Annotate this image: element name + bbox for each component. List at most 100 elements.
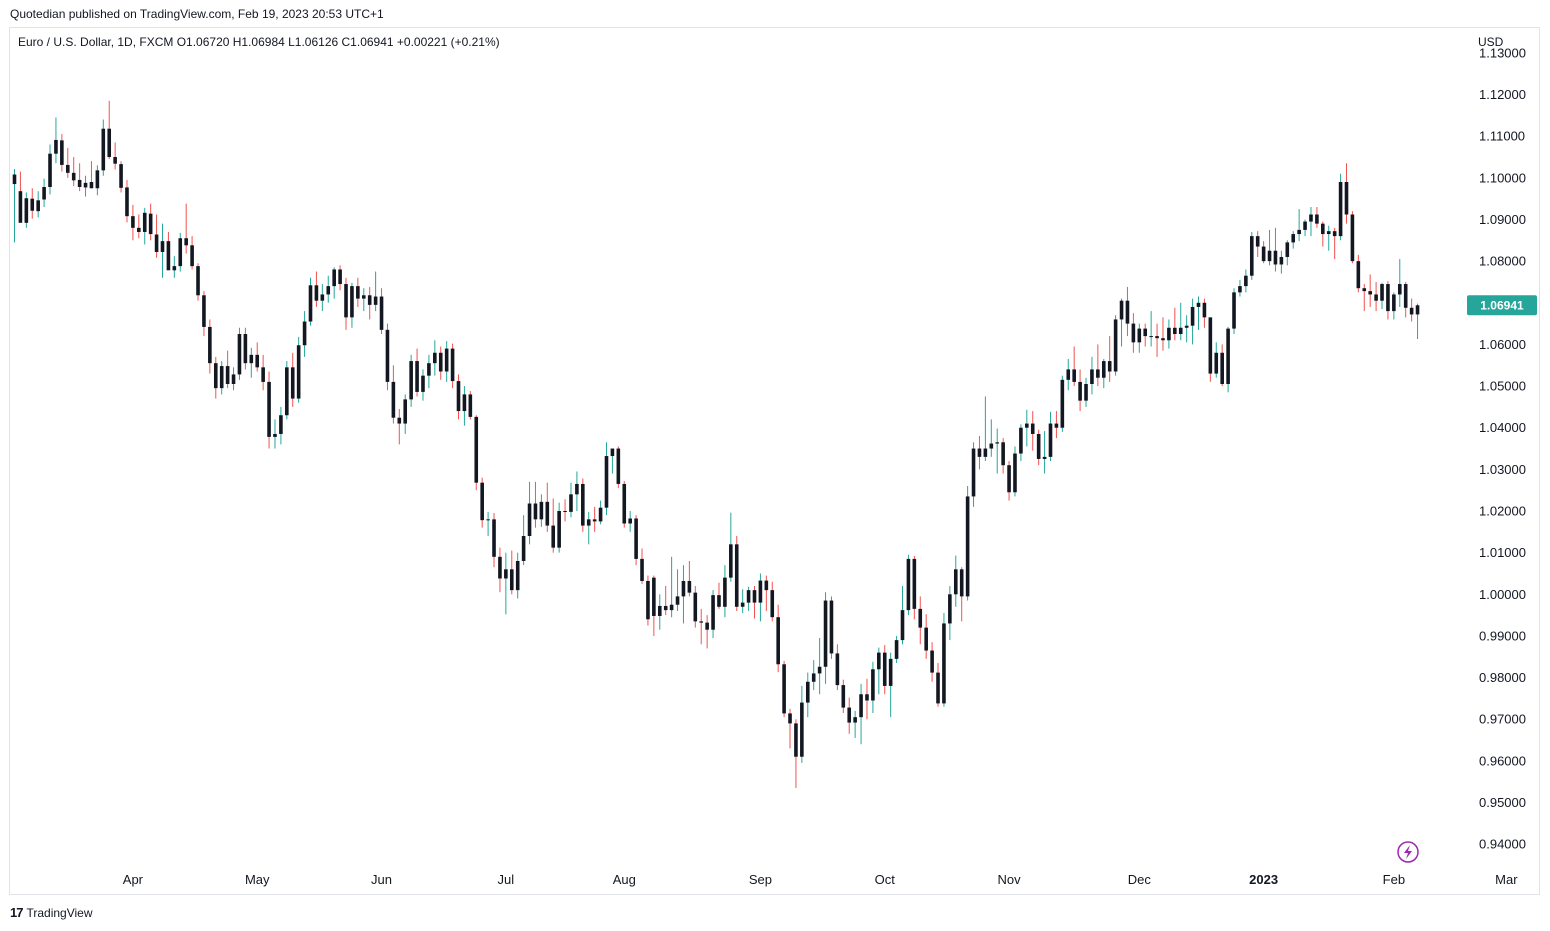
candle[interactable] (1291, 231, 1296, 249)
candle[interactable] (1072, 346, 1076, 387)
candle[interactable] (515, 552, 520, 599)
candle[interactable] (871, 661, 875, 713)
candle[interactable] (942, 613, 946, 707)
candle[interactable] (912, 555, 917, 620)
candle[interactable] (1125, 286, 1130, 337)
candle[interactable] (1137, 323, 1142, 353)
candle[interactable] (841, 679, 846, 713)
candle[interactable] (770, 581, 775, 622)
candle[interactable] (1415, 303, 1420, 340)
candle[interactable] (456, 374, 461, 420)
candle[interactable] (302, 311, 307, 357)
candle[interactable] (219, 361, 224, 395)
candle[interactable] (788, 708, 792, 749)
candle[interactable] (1054, 411, 1059, 439)
candle[interactable] (184, 203, 188, 254)
candle[interactable] (213, 356, 218, 399)
candle[interactable] (468, 391, 473, 420)
candle[interactable] (717, 582, 721, 609)
candle[interactable] (379, 288, 384, 335)
candle[interactable] (154, 214, 159, 258)
candle[interactable] (1374, 281, 1378, 312)
candle[interactable] (616, 446, 621, 489)
candle[interactable] (823, 592, 828, 684)
candle[interactable] (877, 647, 881, 695)
candle[interactable] (853, 710, 857, 738)
candle[interactable] (1344, 163, 1349, 224)
candle[interactable] (42, 178, 46, 207)
candle[interactable] (652, 575, 656, 636)
candle[interactable] (521, 515, 526, 566)
candle[interactable] (1261, 241, 1266, 264)
candle[interactable] (640, 548, 644, 584)
candle[interactable] (734, 535, 739, 611)
candle[interactable] (1255, 231, 1260, 257)
candle[interactable] (1184, 315, 1189, 343)
candle[interactable] (83, 175, 88, 197)
candle[interactable] (202, 291, 206, 337)
candle[interactable] (539, 494, 544, 527)
candle[interactable] (89, 161, 94, 189)
candle[interactable] (800, 685, 804, 763)
candle[interactable] (1356, 254, 1361, 293)
candle[interactable] (1007, 461, 1011, 501)
candle[interactable] (54, 117, 58, 164)
candle[interactable] (95, 165, 100, 196)
candle[interactable] (1196, 296, 1201, 330)
candle[interactable] (971, 442, 976, 507)
candle[interactable] (1048, 411, 1053, 462)
candle[interactable] (1338, 173, 1343, 241)
candle[interactable] (1202, 298, 1207, 328)
candle[interactable] (137, 214, 141, 239)
candle[interactable] (592, 506, 597, 532)
candle[interactable] (36, 191, 40, 218)
candle[interactable] (361, 288, 366, 312)
candle[interactable] (764, 575, 769, 611)
candle[interactable] (314, 271, 319, 307)
candle[interactable] (296, 336, 301, 403)
candle[interactable] (498, 547, 502, 593)
candle[interactable] (1060, 375, 1065, 432)
candle[interactable] (172, 256, 177, 278)
candle[interactable] (492, 513, 496, 568)
candle[interactable] (527, 481, 532, 545)
candle[interactable] (255, 342, 260, 372)
candle[interactable] (1362, 284, 1367, 312)
candle[interactable] (12, 169, 17, 243)
candle[interactable] (1232, 288, 1236, 335)
candle[interactable] (1214, 342, 1219, 378)
candle[interactable] (575, 471, 579, 512)
candle[interactable] (77, 163, 82, 192)
candle[interactable] (332, 267, 336, 299)
candle[interactable] (1368, 274, 1372, 307)
candle[interactable] (1238, 279, 1242, 297)
candle[interactable] (1084, 377, 1088, 407)
candle[interactable] (675, 569, 680, 611)
candle[interactable] (1107, 336, 1112, 382)
candle[interactable] (71, 157, 76, 187)
candle[interactable] (1332, 227, 1337, 260)
candle[interactable] (817, 638, 822, 695)
candle[interactable] (1321, 221, 1325, 247)
candle[interactable] (237, 327, 242, 380)
candle[interactable] (1273, 227, 1278, 272)
candle[interactable] (669, 556, 674, 618)
candle[interactable] (119, 161, 123, 193)
candle[interactable] (977, 436, 982, 470)
candle[interactable] (1113, 315, 1118, 376)
candle[interactable] (113, 142, 117, 170)
candle[interactable] (48, 144, 52, 195)
candle[interactable] (586, 511, 591, 545)
candle[interactable] (1019, 424, 1023, 462)
candle[interactable] (1143, 323, 1148, 347)
candle[interactable] (125, 179, 129, 223)
candle[interactable] (657, 594, 662, 630)
candle[interactable] (196, 263, 200, 301)
candle[interactable] (894, 635, 899, 664)
candle[interactable] (563, 499, 567, 522)
candle[interactable] (338, 265, 342, 291)
chart-frame[interactable] (9, 27, 1540, 895)
candle[interactable] (794, 719, 798, 788)
candle[interactable] (1303, 219, 1307, 237)
